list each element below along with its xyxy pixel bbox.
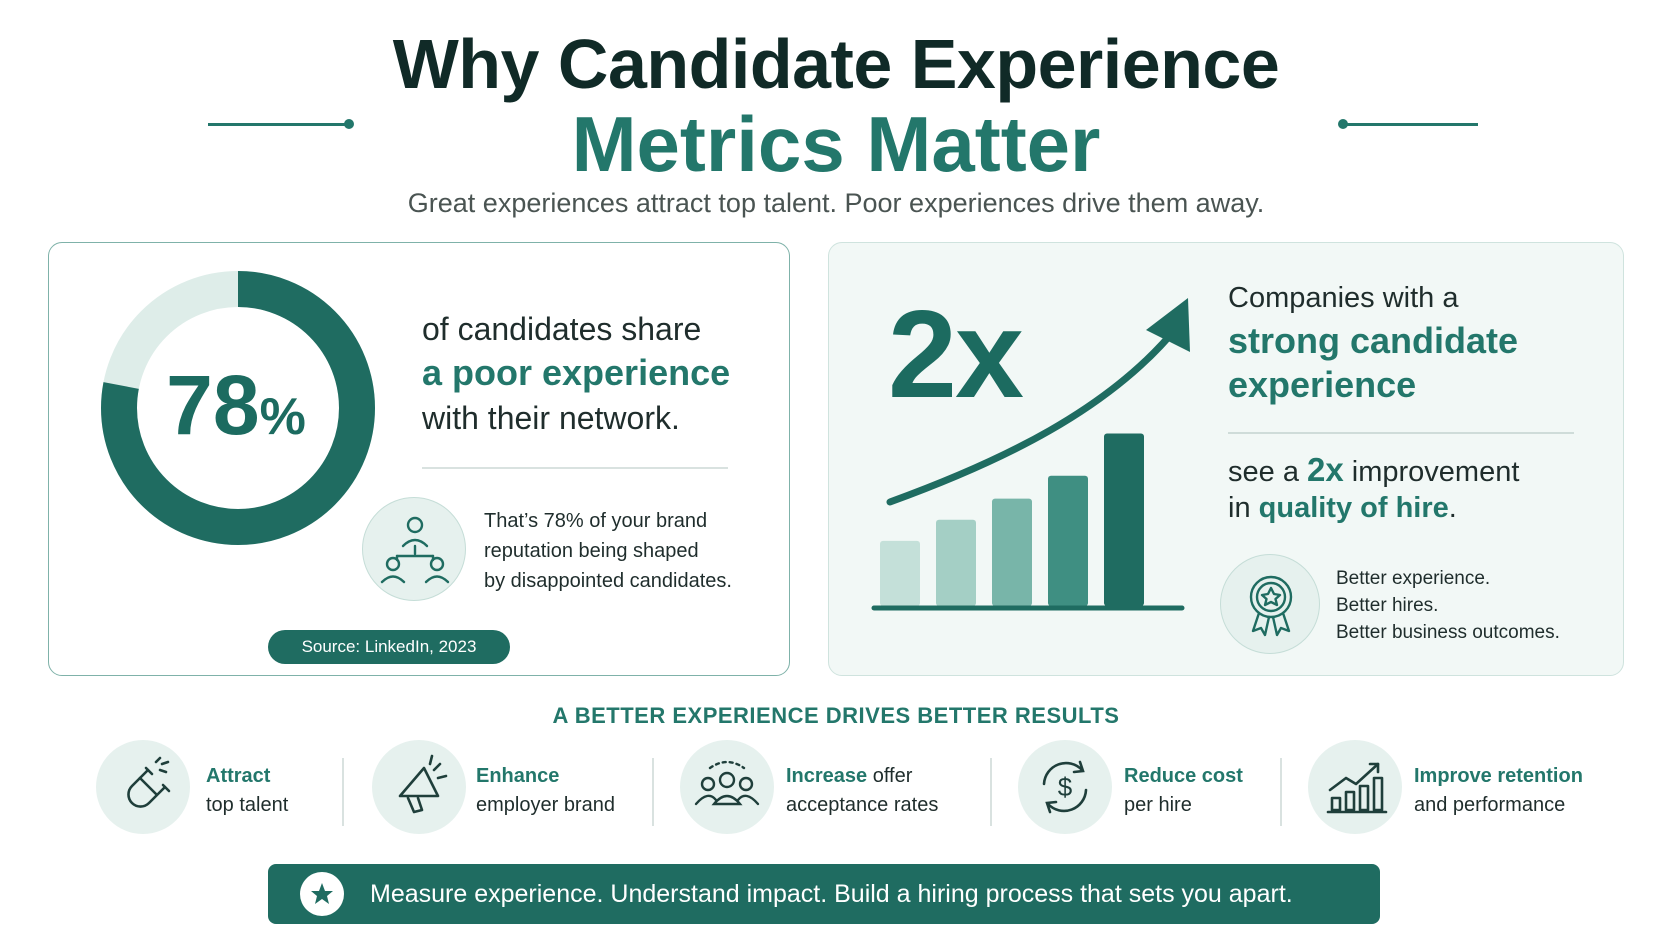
page-subtitle: Great experiences attract top talent. Po…	[407, 188, 1265, 218]
source-badge: Source: LinkedIn, 2023	[268, 630, 510, 664]
donut-percent-sign: %	[259, 388, 306, 446]
footer-text: Measure experience. Understand impact. B…	[370, 880, 1293, 908]
trend-arrow-line	[886, 322, 1182, 506]
right-line5-accent: quality of hire	[1258, 492, 1449, 524]
left-note-line3: by disappointed candidates.	[484, 570, 732, 592]
left-stat-line1: of candidates share	[422, 311, 702, 347]
left-divider	[422, 467, 728, 469]
right-line4-post: improvement	[1343, 456, 1520, 488]
right-stat-line4: see a 2x improvement	[1228, 450, 1519, 492]
page-title-line2: Metrics Matter	[571, 100, 1101, 188]
result-separator	[652, 758, 654, 826]
right-line4-accent: 2x	[1307, 451, 1344, 488]
title-decor-dot-left	[344, 119, 354, 129]
result-rest2: acceptance rates	[786, 794, 939, 816]
result-rest2: top talent	[206, 794, 289, 816]
result-rest2: and performance	[1414, 794, 1566, 816]
trend-arrow-head	[1146, 298, 1190, 352]
result-accent: Increase	[786, 765, 868, 787]
result-rest2: per hire	[1124, 794, 1192, 816]
svg-text:$: $	[1058, 772, 1073, 802]
result-icon-circle-attract	[96, 740, 190, 834]
growth-bar	[1048, 475, 1088, 606]
title-decor-line-right	[1344, 123, 1478, 126]
right-note-line1: Better experience.	[1336, 568, 1491, 589]
big-2x-value: 2x	[888, 286, 1024, 424]
result-text-increase: Increase offer acceptance rates	[786, 762, 938, 820]
donut-value: 78%	[98, 355, 374, 467]
right-stat-accent1: strong candidate	[1228, 320, 1519, 361]
growth-chart-icon	[1326, 762, 1388, 814]
network-icon-circle	[362, 497, 466, 601]
left-stat-line3: with their network.	[422, 400, 680, 436]
growth-bar	[992, 498, 1032, 606]
magnet-icon	[127, 756, 171, 808]
right-note-line3: Better business outcomes.	[1336, 622, 1560, 643]
footer-star-circle	[300, 872, 344, 916]
growth-bar	[936, 519, 976, 606]
result-text-attract: Attract top talent	[206, 762, 288, 820]
result-text-enhance: Enhance employer brand	[476, 762, 615, 820]
result-rest2: employer brand	[476, 794, 615, 816]
growth-bar	[880, 540, 920, 606]
right-stat-line1: Companies with a	[1228, 282, 1459, 314]
result-accent: Enhance	[476, 765, 560, 787]
result-accent: Improve retention	[1414, 765, 1583, 787]
result-separator	[342, 758, 344, 826]
result-rest1: offer	[867, 765, 913, 787]
growth-bar-chart	[871, 298, 1190, 611]
right-divider	[1228, 432, 1574, 434]
result-text-improve: Improve retention and performance	[1414, 762, 1583, 820]
donut-chart	[101, 271, 375, 545]
award-icon-circle	[1220, 554, 1320, 654]
star-icon	[311, 883, 333, 904]
right-line5-post: .	[1448, 492, 1457, 524]
right-line5-pre: in	[1228, 492, 1259, 524]
group-people-icon	[694, 760, 760, 806]
result-separator	[1280, 758, 1282, 826]
right-stat-line5: in quality of hire.	[1228, 488, 1457, 528]
growth-bar	[1104, 433, 1144, 606]
results-title: A BETTER EXPERIENCE DRIVES BETTER RESULT…	[552, 703, 1120, 728]
right-line4-pre: see a	[1228, 456, 1307, 488]
result-separator	[990, 758, 992, 826]
result-text-reduce: Reduce cost per hire	[1124, 762, 1243, 820]
result-accent: Reduce cost	[1124, 765, 1243, 787]
title-decor-dot-right	[1338, 119, 1348, 129]
right-stat-accent2: experience	[1228, 364, 1417, 405]
page-title-line1: Why Candidate Experience	[392, 25, 1280, 103]
result-icon-circle-enhance	[372, 740, 466, 834]
result-icon-circle-reduce: $	[1018, 740, 1112, 834]
network-people-icon	[380, 516, 450, 584]
footer-banner	[268, 864, 1380, 924]
result-accent: Attract	[206, 765, 271, 787]
title-decor-line-left	[208, 123, 348, 126]
donut-value-arc	[101, 271, 375, 545]
right-note-line2: Better hires.	[1336, 595, 1439, 616]
megaphone-icon	[398, 754, 448, 814]
left-note-line1: That’s 78% of your brand	[484, 510, 708, 532]
left-stat-accent: a poor experience	[422, 352, 731, 393]
left-note-line2: reputation being shaped	[484, 540, 699, 562]
result-icon-circle-increase	[680, 740, 774, 834]
donut-number: 78	[166, 358, 260, 452]
dollar-cycle-icon: $	[1042, 760, 1088, 814]
result-icon-circle-improve	[1308, 740, 1402, 834]
award-ribbon-icon	[1249, 575, 1293, 637]
growth-bars	[880, 433, 1144, 606]
